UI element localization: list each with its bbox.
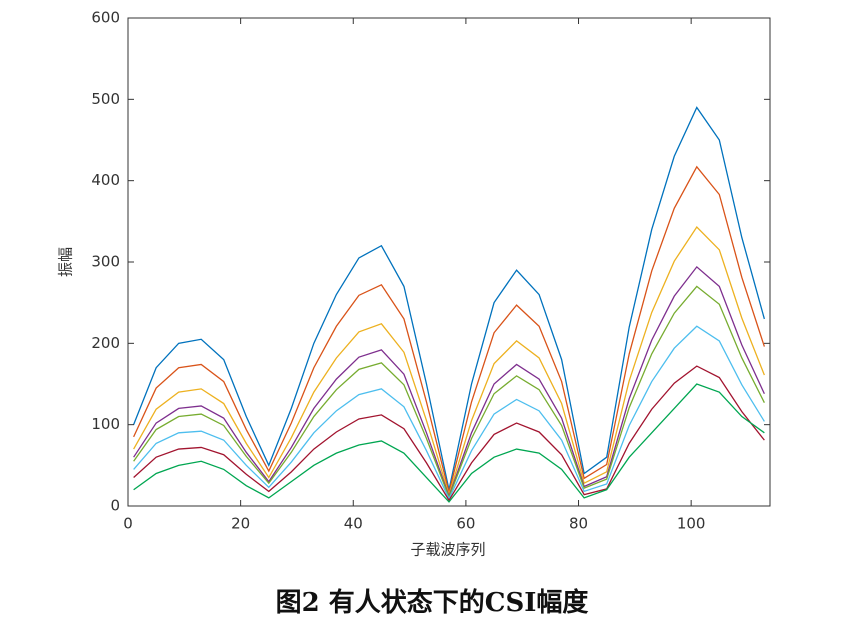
series-line	[133, 383, 765, 503]
series-line	[133, 165, 765, 493]
x-tick-label: 80	[569, 515, 588, 533]
y-axis-label: 振幅	[57, 247, 75, 277]
y-tick-label: 500	[91, 90, 120, 108]
x-tick-label: 60	[456, 515, 475, 533]
series-line	[133, 365, 765, 502]
x-tick-label: 40	[344, 515, 363, 533]
y-tick-label: 400	[91, 171, 120, 189]
series-line	[133, 285, 765, 499]
y-tick-label: 200	[91, 334, 120, 352]
y-tick-label: 600	[91, 9, 120, 27]
caption: 图2 有人状态下的CSI幅度	[276, 587, 589, 618]
x-tick-label: 20	[231, 515, 250, 533]
x-tick-label: 100	[677, 515, 706, 533]
series-line	[133, 325, 765, 501]
x-axis-label: 子载波序列	[410, 541, 485, 559]
y-tick-label: 300	[91, 253, 120, 271]
y-tick-label: 100	[91, 415, 120, 433]
y-tick-label: 0	[110, 497, 120, 515]
x-tick-label: 0	[123, 515, 133, 533]
